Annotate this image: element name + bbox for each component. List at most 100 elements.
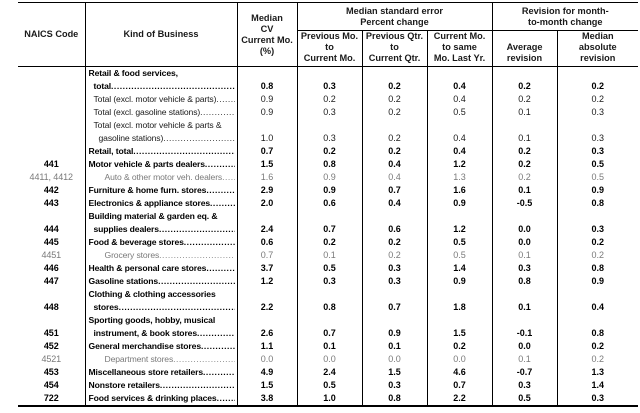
value-cell: 0.3 xyxy=(556,106,639,119)
kind-of-business-cell: Department stores.......................… xyxy=(84,353,237,366)
kind-of-business-cell: Grocery stores..........................… xyxy=(84,249,237,262)
value-cell: -0.7 xyxy=(491,366,558,379)
naics-code-cell: 454 xyxy=(43,380,59,390)
value-cell: 0.1 xyxy=(491,249,558,262)
value-cell: 0.3 xyxy=(296,275,362,288)
business-label-line: Miscellaneous store retailers...........… xyxy=(88,367,235,377)
naics-code-cell: 4411, 4412 xyxy=(29,172,73,182)
value-cell: 0.7 xyxy=(426,379,493,392)
business-label-line: Retail, total...........................… xyxy=(88,146,235,156)
naics-code-cell: 441 xyxy=(43,159,59,169)
table-row: 447 Gasoline stations....................… xyxy=(18,275,639,288)
kind-of-business-cell: Gasoline stations.......................… xyxy=(84,275,237,288)
value-cell: 0.9 xyxy=(236,93,297,106)
value-cell: 1.4 xyxy=(556,379,639,392)
value-cell: 0.8 xyxy=(556,197,639,210)
value-cell: 2.4 xyxy=(236,210,297,236)
value-cell: 1.0 xyxy=(236,119,297,145)
value-cell: 0.4 xyxy=(426,66,493,93)
value-cell: 0.9 xyxy=(556,184,639,197)
value-cell: 0.4 xyxy=(426,145,493,158)
value-cell: 0.7 xyxy=(361,288,427,314)
dot-leader: ........................................… xyxy=(204,159,235,169)
header-group-revision: Revision for month- to-month change xyxy=(491,2,639,31)
header-median-absolute-revision: Median absolute revision xyxy=(556,30,639,67)
value-cell: 0.1 xyxy=(296,340,362,353)
table-row: 443 Electronics & appliance stores.......… xyxy=(18,197,639,210)
value-cell: 0.8 xyxy=(361,392,427,406)
value-cell: 0.7 xyxy=(236,249,297,262)
value-cell: 1.4 xyxy=(426,262,493,275)
statistics-table: NAICS Code Kind of Business Median CV Cu… xyxy=(18,2,639,407)
value-cell: 1.6 xyxy=(426,184,493,197)
header-naics-code: NAICS Code xyxy=(18,2,85,67)
kind-of-business-cell: Clothing & clothing accessories stores...… xyxy=(84,288,237,314)
value-cell: 0.2 xyxy=(361,145,427,158)
naics-code-cell: 448 xyxy=(43,302,59,312)
value-cell: 0.1 xyxy=(361,340,427,353)
value-cell: 0.3 xyxy=(361,379,427,392)
value-cell: 4.9 xyxy=(236,366,297,379)
value-cell: 0.3 xyxy=(556,119,639,145)
business-label-line: instrument, & book stores...............… xyxy=(93,328,235,338)
value-cell: 1.5 xyxy=(426,314,493,340)
business-label-line: Health & personal care stores...........… xyxy=(88,263,235,273)
header-median-cv: Median CV Current Mo. (%) xyxy=(236,2,297,67)
value-cell: 0.2 xyxy=(491,66,558,93)
value-cell: 0.0 xyxy=(491,236,558,249)
naics-code-cell xyxy=(18,93,85,106)
value-cell: 0.3 xyxy=(556,210,639,236)
value-cell: 0.2 xyxy=(361,119,427,145)
value-cell: 2.2 xyxy=(426,392,493,406)
value-cell: 0.2 xyxy=(426,340,493,353)
table-row: 722 Food services & drinking places......… xyxy=(18,392,639,406)
dot-leader: ........................................… xyxy=(159,380,235,390)
value-cell: 0.2 xyxy=(556,93,639,106)
value-cell: 0.4 xyxy=(556,288,639,314)
business-label-line: supplies dealers........................… xyxy=(93,224,235,234)
dot-leader: ........................................… xyxy=(200,341,235,351)
value-cell: 0.0 xyxy=(236,353,297,366)
dot-leader: ........................................… xyxy=(196,328,235,338)
header-prev-qtr-to-current-qtr: Previous Qtr. to Current Qtr. xyxy=(361,30,427,67)
table-body: Retail & food services, total............… xyxy=(18,66,639,406)
naics-code-cell: 722 xyxy=(43,393,59,403)
kind-of-business-cell: Total (excl. motor vehicle & parts & gaso… xyxy=(84,119,237,145)
business-label-line: Food services & drinking places.........… xyxy=(88,393,235,403)
value-cell: 0.2 xyxy=(296,145,362,158)
value-cell: 0.2 xyxy=(556,249,639,262)
value-cell: 0.8 xyxy=(236,66,297,93)
value-cell: 0.1 xyxy=(491,119,558,145)
table-header: NAICS Code Kind of Business Median CV Cu… xyxy=(18,2,639,67)
kind-of-business-cell: Retail, total...........................… xyxy=(84,145,237,158)
value-cell: 0.2 xyxy=(491,158,558,171)
kind-of-business-cell: Building material & garden eq. & supplies… xyxy=(84,210,237,236)
value-cell: 4.6 xyxy=(426,366,493,379)
value-cell: 0.4 xyxy=(361,158,427,171)
table-row: 451 Sporting goods, hobby, musical instrum… xyxy=(18,314,639,340)
naics-code-cell: 452 xyxy=(43,341,59,351)
value-cell: 1.1 xyxy=(236,340,297,353)
header-group-median-standard-error: Median standard error Percent change xyxy=(296,2,493,31)
value-cell: 0.0 xyxy=(426,353,493,366)
value-cell: -0.1 xyxy=(491,314,558,340)
table-row: Total (excl. motor vehicle & parts & gaso… xyxy=(18,119,639,145)
naics-code-cell: 446 xyxy=(43,263,59,273)
value-cell: 1.5 xyxy=(236,158,297,171)
value-cell: 0.2 xyxy=(361,106,427,119)
dot-leader: ........................................… xyxy=(163,133,235,143)
business-label-line: Department stores.......................… xyxy=(104,354,235,364)
value-cell: 1.3 xyxy=(426,171,493,184)
business-label-line: General merchandise stores..............… xyxy=(88,341,235,351)
naics-code-cell: 4451 xyxy=(41,250,62,260)
value-cell: 1.2 xyxy=(236,275,297,288)
business-label-line: Food & beverage stores..................… xyxy=(88,237,235,247)
naics-code-cell: 447 xyxy=(43,276,59,286)
business-label-line: Nonstore retailers......................… xyxy=(86,379,235,392)
dot-leader: ........................................… xyxy=(200,107,235,117)
value-cell: 0.5 xyxy=(296,379,362,392)
value-cell: 0.1 xyxy=(491,353,558,366)
kind-of-business-cell: Sporting goods, hobby, musical instrument… xyxy=(84,314,237,340)
value-cell: 1.2 xyxy=(426,210,493,236)
